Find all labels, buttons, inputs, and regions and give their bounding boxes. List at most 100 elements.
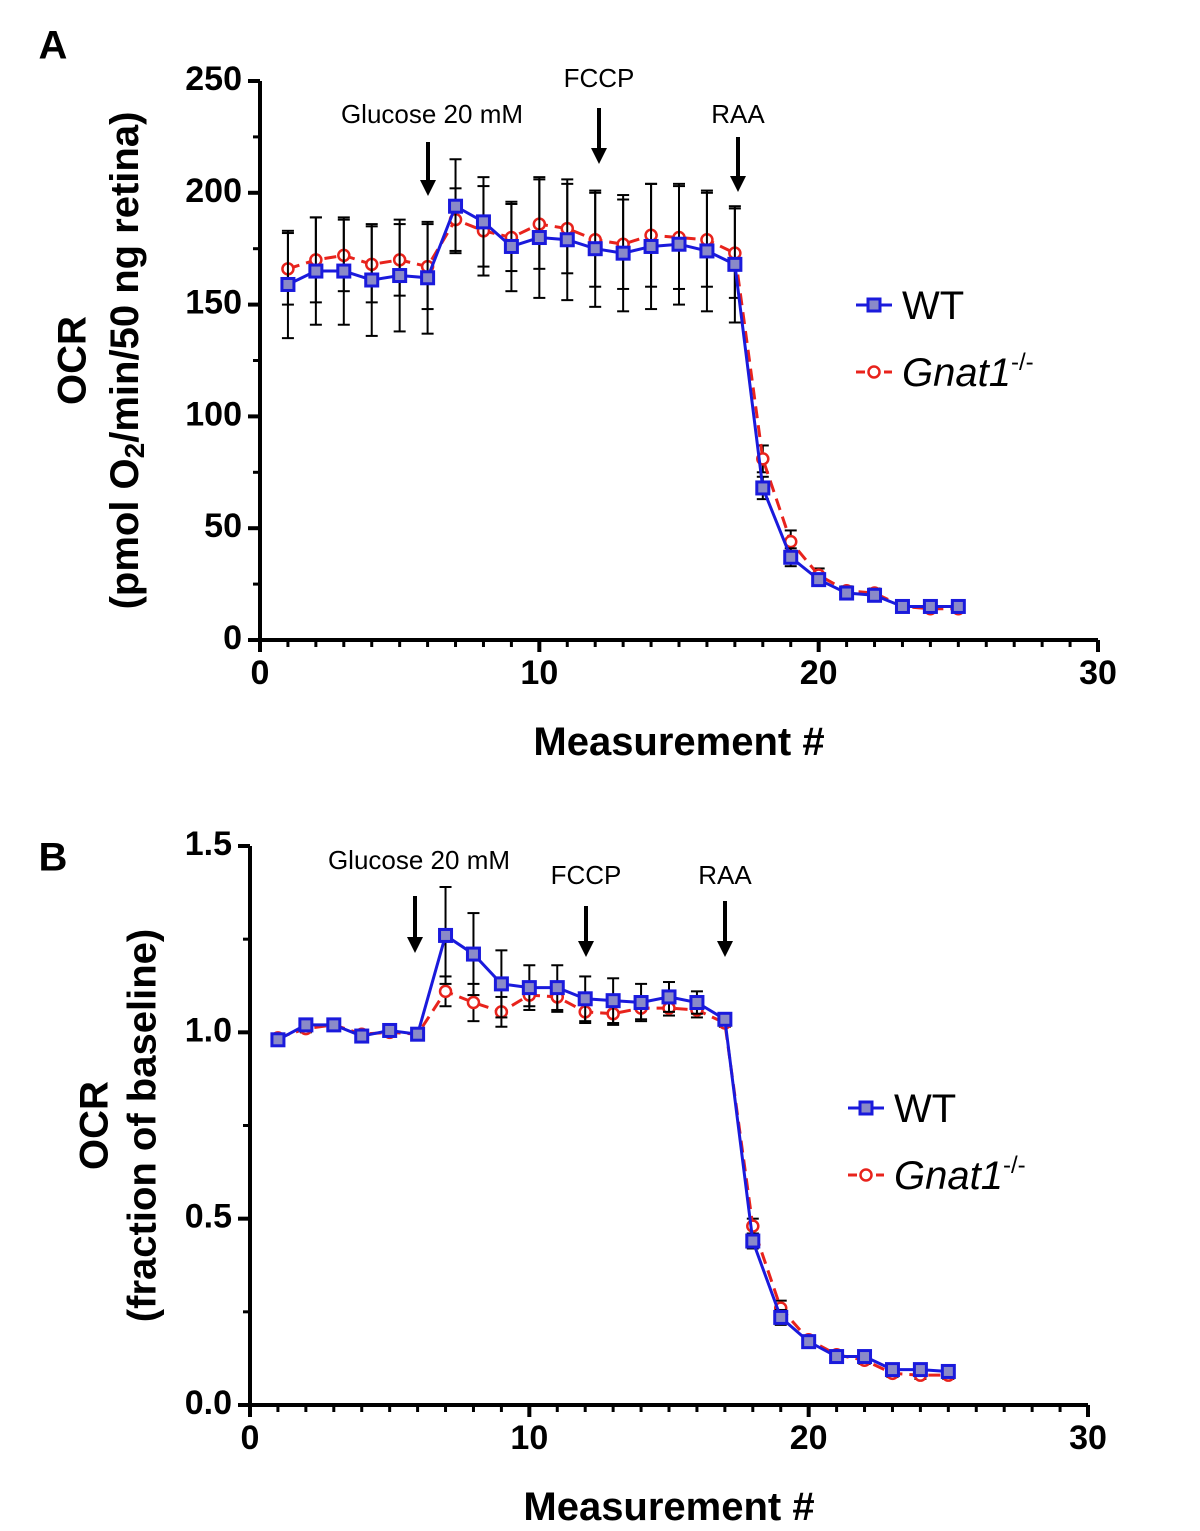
data-point [922, 598, 938, 614]
y-tick-label: 50 [204, 507, 242, 545]
data-point [298, 1017, 314, 1033]
data-point [755, 480, 771, 496]
data-point [364, 272, 380, 288]
panel-a: A 0 50 100 150 200 250 0 10 20 30 Measurement # OCR(… [39, 24, 1117, 764]
panel-label: A [39, 24, 68, 68]
legend-label: WT [902, 284, 964, 328]
x-tick-label: 20 [800, 654, 838, 692]
x-tick-label: 0 [241, 1419, 260, 1457]
legend-marker [858, 1100, 874, 1116]
arrow-down-icon [730, 176, 746, 192]
arrow-down-icon [407, 937, 423, 953]
legend-marker [866, 297, 882, 313]
data-point [503, 238, 519, 254]
x-tick-label: 30 [1079, 654, 1117, 692]
x-tick-label: 10 [520, 654, 558, 692]
legend: WT Gnat1-/- [856, 284, 1034, 395]
annotation-label: FCCP [564, 63, 635, 93]
arrow-down-icon [591, 148, 607, 164]
data-point [410, 1026, 426, 1042]
data-point [912, 1362, 928, 1378]
annotation-label: FCCP [551, 860, 622, 890]
data-point [894, 598, 910, 614]
data-point [326, 1017, 342, 1033]
annotation-3: RAA [698, 860, 752, 957]
y-tick-label: 200 [185, 172, 242, 210]
data-point [773, 1309, 789, 1325]
x-tick-label: 10 [510, 1419, 548, 1457]
y-axis-sublabel: (fraction of baseline) [121, 929, 165, 1322]
panel-label: B [39, 836, 68, 880]
data-point [531, 230, 547, 246]
data-point [559, 232, 575, 248]
arrow-down-icon [420, 180, 436, 196]
data-point [308, 263, 324, 279]
data-point [587, 241, 603, 257]
data-point [857, 1349, 873, 1365]
data-point [829, 1349, 845, 1365]
annotation-label: Glucose 20 mM [341, 99, 523, 129]
x-tick-label: 30 [1069, 1419, 1107, 1457]
data-point [336, 263, 352, 279]
legend-label: Gnat1-/- [902, 349, 1034, 395]
data-point [643, 238, 659, 254]
legend-label: Gnat1-/- [894, 1152, 1026, 1198]
data-point [466, 995, 481, 1010]
data-point [577, 991, 593, 1007]
arrow-down-icon [717, 941, 733, 957]
data-point [717, 1011, 733, 1027]
y-axis-sublabel: (pmol O2/min/50 ng retina) [103, 112, 151, 610]
y-tick-label: 1.0 [185, 1011, 232, 1049]
data-point [699, 243, 715, 259]
data-point [615, 245, 631, 261]
x-axis-label: Measurement # [523, 1485, 814, 1529]
data-point [727, 256, 743, 272]
series-wt [270, 885, 956, 1379]
y-tick-label: 250 [185, 60, 242, 98]
data-point [689, 995, 705, 1011]
y-tick-label: 0.5 [185, 1198, 232, 1236]
x-tick-label: 20 [790, 1419, 828, 1457]
legend-marker [867, 365, 881, 379]
data-point [438, 927, 454, 943]
data-point [392, 268, 408, 284]
y-tick-label: 1.5 [185, 825, 232, 863]
panel-b: B 0.0 0.5 1.0 1.5 0 10 20 30 Measurement # OCR (fra… [39, 825, 1107, 1529]
y-tick-label: 0 [223, 619, 242, 657]
data-point [280, 276, 296, 292]
data-point [448, 198, 464, 214]
y-axis-label: OCR [73, 1081, 117, 1170]
x-tick-label: 0 [251, 654, 270, 692]
data-point [475, 214, 491, 230]
data-point [605, 993, 621, 1009]
series-line [277, 989, 949, 1377]
annotation-label: RAA [698, 860, 752, 890]
annotation-1: Glucose 20 mM [328, 845, 510, 953]
data-point [549, 980, 565, 996]
data-point [884, 1362, 900, 1378]
x-axis-label: Measurement # [533, 720, 824, 764]
series-gnat1 [271, 975, 956, 1382]
data-point [633, 995, 649, 1011]
data-point [867, 587, 883, 603]
annotation-label: RAA [711, 99, 765, 129]
data-point [661, 989, 677, 1005]
data-point [783, 549, 799, 565]
data-point [745, 1233, 761, 1249]
arrow-down-icon [578, 941, 594, 957]
legend: WT Gnat1-/- [848, 1087, 1026, 1198]
data-point [671, 236, 687, 252]
annotation-2: FCCP [551, 860, 622, 957]
data-point [839, 585, 855, 601]
annotation-3: RAA [711, 99, 765, 192]
legend-label: WT [894, 1087, 956, 1131]
data-point [950, 598, 966, 614]
y-tick-label: 100 [185, 395, 242, 433]
annotation-label: Glucose 20 mM [328, 845, 510, 875]
data-point [270, 1032, 286, 1048]
legend-marker [859, 1168, 873, 1182]
data-point [382, 1022, 398, 1038]
y-tick-label: 150 [185, 284, 242, 322]
data-point [940, 1363, 956, 1379]
